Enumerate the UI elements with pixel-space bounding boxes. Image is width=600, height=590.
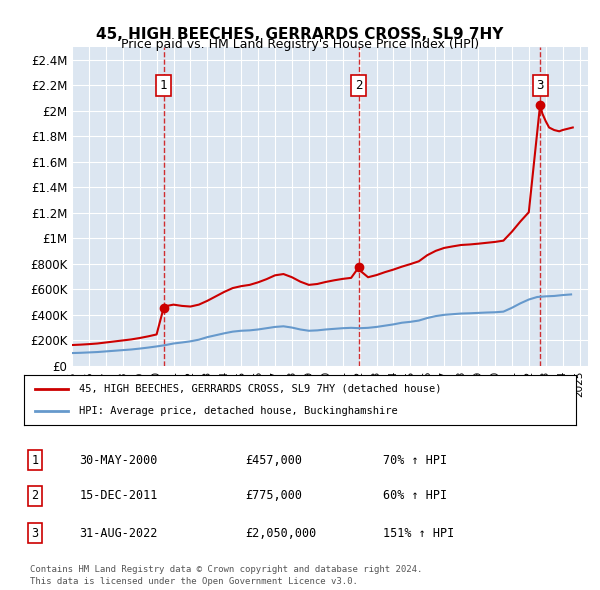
Text: £2,050,000: £2,050,000 (245, 527, 316, 540)
Text: 2: 2 (355, 79, 362, 92)
Text: 1: 1 (31, 454, 38, 467)
Text: 151% ↑ HPI: 151% ↑ HPI (383, 527, 454, 540)
Text: 30-MAY-2000: 30-MAY-2000 (79, 454, 158, 467)
Text: 3: 3 (31, 527, 38, 540)
Text: 31-AUG-2022: 31-AUG-2022 (79, 527, 158, 540)
Text: 60% ↑ HPI: 60% ↑ HPI (383, 489, 447, 502)
Text: This data is licensed under the Open Government Licence v3.0.: This data is licensed under the Open Gov… (30, 577, 358, 586)
Text: Contains HM Land Registry data © Crown copyright and database right 2024.: Contains HM Land Registry data © Crown c… (30, 565, 422, 574)
Text: HPI: Average price, detached house, Buckinghamshire: HPI: Average price, detached house, Buck… (79, 406, 398, 416)
Text: Price paid vs. HM Land Registry's House Price Index (HPI): Price paid vs. HM Land Registry's House … (121, 38, 479, 51)
Text: 3: 3 (536, 79, 544, 92)
Text: 1: 1 (160, 79, 167, 92)
Text: £457,000: £457,000 (245, 454, 302, 467)
Text: 70% ↑ HPI: 70% ↑ HPI (383, 454, 447, 467)
Text: 2: 2 (31, 489, 38, 502)
Text: 15-DEC-2011: 15-DEC-2011 (79, 489, 158, 502)
Text: 45, HIGH BEECHES, GERRARDS CROSS, SL9 7HY (detached house): 45, HIGH BEECHES, GERRARDS CROSS, SL9 7H… (79, 384, 442, 394)
Text: £775,000: £775,000 (245, 489, 302, 502)
Text: 45, HIGH BEECHES, GERRARDS CROSS, SL9 7HY: 45, HIGH BEECHES, GERRARDS CROSS, SL9 7H… (97, 27, 503, 41)
